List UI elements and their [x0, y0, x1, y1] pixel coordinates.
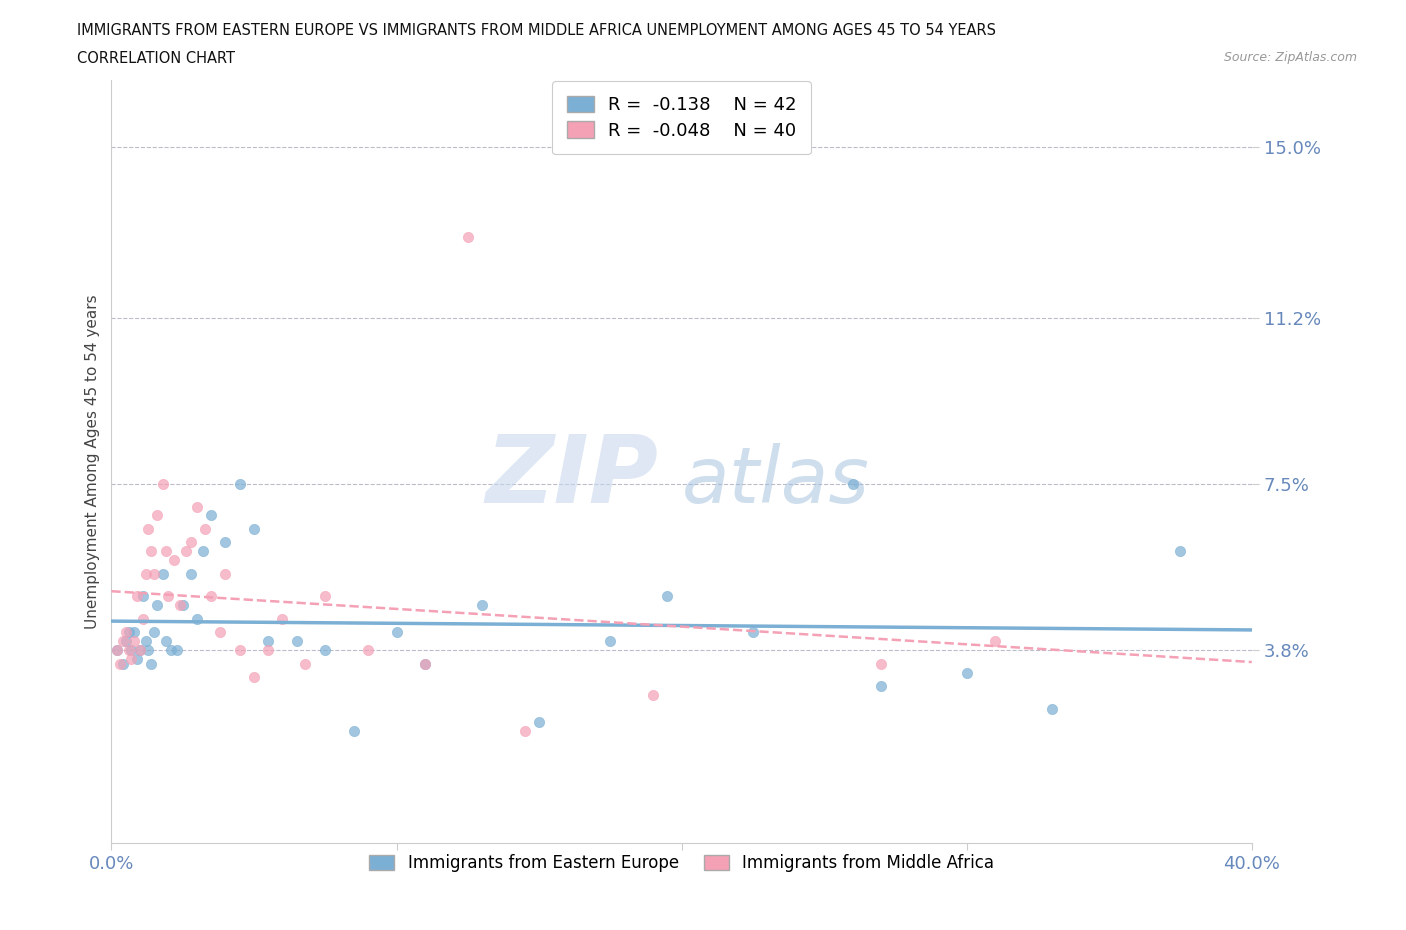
Point [143, 566, 166, 581]
Point [285, 633, 308, 648]
Point [114, 625, 136, 640]
Point [117, 625, 139, 640]
Point [257, 633, 280, 648]
Point [152, 566, 174, 581]
Point [111, 657, 134, 671]
Point [271, 611, 294, 626]
Point [105, 643, 128, 658]
Point [413, 657, 436, 671]
Point [125, 589, 148, 604]
Point [172, 598, 194, 613]
Point [200, 508, 222, 523]
Point [984, 633, 1007, 648]
Point [135, 633, 157, 648]
Text: ZIP: ZIP [486, 431, 659, 523]
Point [169, 598, 191, 613]
Point [641, 687, 664, 702]
Point [157, 589, 180, 604]
Point [166, 643, 188, 658]
Point [155, 633, 177, 648]
Point [146, 598, 169, 613]
Point [122, 633, 145, 648]
Point [141, 544, 163, 559]
Point [385, 625, 408, 640]
Point [180, 566, 202, 581]
Point [243, 522, 266, 537]
Legend: Immigrants from Eastern Europe, Immigrants from Middle Africa: Immigrants from Eastern Europe, Immigran… [361, 846, 1002, 881]
Text: atlas: atlas [682, 443, 869, 519]
Point [114, 633, 136, 648]
Point [214, 535, 236, 550]
Y-axis label: Unemployment Among Ages 45 to 54 years: Unemployment Among Ages 45 to 54 years [86, 294, 100, 629]
Point [163, 553, 186, 568]
Point [141, 657, 163, 671]
Point [527, 714, 550, 729]
Point [129, 643, 152, 658]
Point [186, 499, 208, 514]
Point [108, 657, 131, 671]
Point [152, 477, 174, 492]
Point [870, 679, 893, 694]
Point [257, 643, 280, 658]
Point [294, 657, 316, 671]
Point [155, 544, 177, 559]
Point [471, 598, 494, 613]
Point [174, 544, 197, 559]
Point [457, 230, 479, 245]
Point [314, 643, 336, 658]
Point [117, 643, 139, 658]
Point [200, 589, 222, 604]
Point [132, 611, 155, 626]
Point [357, 643, 380, 658]
Point [160, 643, 183, 658]
Point [214, 566, 236, 581]
Point [111, 633, 134, 648]
Point [513, 724, 536, 738]
Point [138, 643, 160, 658]
Point [105, 643, 128, 658]
Point [841, 477, 863, 492]
Point [314, 589, 336, 604]
Point [132, 589, 155, 604]
Point [125, 652, 148, 667]
Point [143, 625, 166, 640]
Point [122, 625, 145, 640]
Point [120, 643, 142, 658]
Point [956, 665, 979, 680]
Point [243, 670, 266, 684]
Point [413, 657, 436, 671]
Point [146, 508, 169, 523]
Point [343, 724, 366, 738]
Point [870, 657, 893, 671]
Point [135, 566, 157, 581]
Point [180, 535, 202, 550]
Point [599, 633, 621, 648]
Point [208, 625, 231, 640]
Point [138, 522, 160, 537]
Point [741, 625, 763, 640]
Point [186, 611, 208, 626]
Point [191, 544, 214, 559]
Point [657, 589, 679, 604]
Point [1170, 544, 1192, 559]
Point [129, 643, 152, 658]
Text: CORRELATION CHART: CORRELATION CHART [77, 51, 235, 66]
Point [228, 643, 250, 658]
Text: Source: ZipAtlas.com: Source: ZipAtlas.com [1223, 51, 1357, 64]
Point [194, 522, 217, 537]
Point [120, 652, 142, 667]
Point [228, 477, 250, 492]
Text: IMMIGRANTS FROM EASTERN EUROPE VS IMMIGRANTS FROM MIDDLE AFRICA UNEMPLOYMENT AMO: IMMIGRANTS FROM EASTERN EUROPE VS IMMIGR… [77, 23, 997, 38]
Point [1040, 701, 1063, 716]
